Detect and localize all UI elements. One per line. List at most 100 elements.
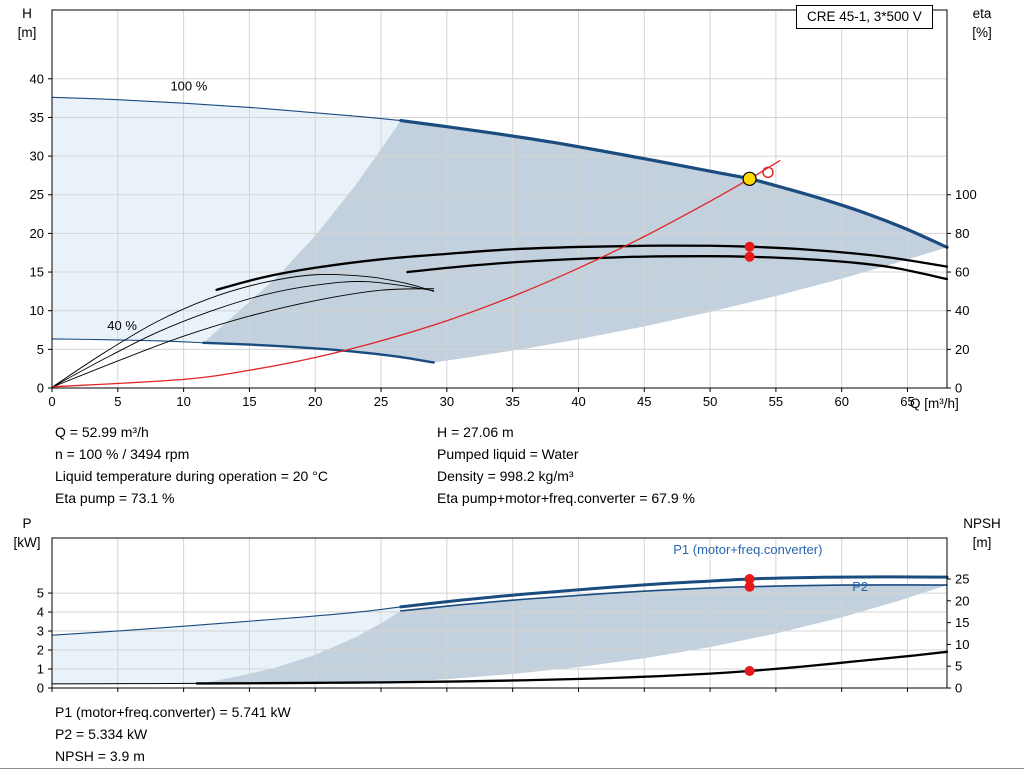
bottom-divider — [0, 768, 1024, 769]
qh-left-axis-title: H [m] — [6, 4, 48, 42]
svg-text:30: 30 — [440, 394, 454, 409]
pump-curve-100-thin — [51, 96, 402, 122]
p1-curve-label: P1 (motor+freq.converter) — [673, 542, 822, 557]
svg-text:35: 35 — [505, 394, 519, 409]
info-eta-total: Eta pump+motor+freq.converter = 67.9 % — [437, 490, 695, 506]
npsh-point — [744, 665, 755, 676]
svg-text:10: 10 — [955, 637, 969, 652]
eta-total-curve — [406, 255, 949, 281]
p2-curve-label: P2 — [852, 579, 868, 594]
pump-curve-min-thin — [51, 338, 204, 344]
svg-text:0: 0 — [37, 681, 44, 696]
svg-text:40: 40 — [955, 303, 969, 318]
speed-40-label: 40 % — [107, 318, 137, 333]
speed-100-label: 100 % — [170, 78, 207, 93]
info-liquid-temperature: Liquid temperature during operation = 20… — [55, 468, 328, 484]
svg-text:25: 25 — [374, 394, 388, 409]
duty-info-left-column: Q = 52.99 m³/h n = 100 % / 3494 rpm Liqu… — [55, 421, 328, 509]
p2-point — [744, 581, 755, 592]
low-speed-region — [52, 97, 401, 343]
p1-curve — [399, 575, 949, 609]
p2-curve — [399, 584, 948, 612]
svg-text:50: 50 — [703, 394, 717, 409]
svg-text:100: 100 — [955, 187, 977, 202]
svg-text:0: 0 — [48, 394, 55, 409]
svg-text:2: 2 — [37, 643, 44, 658]
power-npsh-chart: 0 1 2 3 4 5 0 5 10 15 20 25 P1 (motor+freq.converter… — [37, 537, 970, 696]
svg-text:15: 15 — [955, 615, 969, 630]
svg-text:30: 30 — [30, 149, 44, 164]
pump-name-box: CRE 45-1, 3*500 V — [796, 5, 933, 29]
svg-text:25: 25 — [955, 571, 969, 586]
info-eta-pump: Eta pump = 73.1 % — [55, 490, 175, 506]
svg-text:45: 45 — [637, 394, 651, 409]
svg-text:5: 5 — [114, 394, 121, 409]
qh-right-axis-symbol: eta — [972, 6, 992, 21]
power-envelope — [203, 584, 947, 684]
info-speed: n = 100 % / 3494 rpm — [55, 446, 190, 462]
svg-text:15: 15 — [30, 265, 44, 280]
power-low-speed-region — [52, 606, 401, 685]
qh-x-axis-unit: Q [m³/h] — [910, 396, 959, 411]
svg-text:20: 20 — [308, 394, 322, 409]
info-flow: Q = 52.99 m³/h — [55, 424, 149, 440]
svg-text:60: 60 — [834, 394, 848, 409]
pump-curve-100 — [399, 118, 949, 249]
svg-text:10: 10 — [30, 303, 44, 318]
svg-text:0: 0 — [37, 381, 44, 396]
info-npsh: NPSH = 3.9 m — [55, 748, 145, 764]
power-right-axis-title: NPSH [m] — [952, 514, 1012, 552]
power-info-column: P1 (motor+freq.converter) = 5.741 kW P2 … — [55, 701, 291, 767]
svg-text:10: 10 — [176, 394, 190, 409]
operating-envelope — [203, 120, 947, 363]
power-plot-border — [51, 537, 948, 689]
svg-text:55: 55 — [769, 394, 783, 409]
power-axis-ticks: 0 1 2 3 4 5 0 5 10 15 20 25 — [37, 571, 970, 695]
svg-text:20: 20 — [955, 342, 969, 357]
info-head: H = 27.06 m — [437, 424, 514, 440]
svg-text:40: 40 — [571, 394, 585, 409]
svg-text:80: 80 — [955, 226, 969, 241]
svg-text:20: 20 — [955, 593, 969, 608]
p1-point — [744, 573, 755, 584]
eta-pump-curve — [215, 244, 949, 291]
power-left-axis-symbol: P — [22, 516, 32, 531]
p1-curve-thin — [51, 606, 402, 636]
info-density: Density = 998.2 kg/m³ — [437, 468, 574, 484]
svg-text:3: 3 — [37, 624, 44, 639]
qh-right-axis-unit: [%] — [972, 25, 992, 40]
eta-pump-point — [744, 241, 755, 252]
requested-duty-point — [762, 166, 774, 179]
qh-chart: 0 5 10 15 20 25 30 35 40 45 50 55 60 65 0 5 10 15 20 25 30 35… — [30, 9, 977, 409]
eta-partload-curve-3 — [51, 288, 435, 388]
svg-text:5: 5 — [37, 342, 44, 357]
qh-grid — [52, 10, 947, 388]
qh-left-axis-symbol: H — [22, 6, 32, 21]
system-curve — [51, 160, 781, 388]
svg-text:5: 5 — [955, 659, 962, 674]
qh-left-axis-unit: [m] — [17, 25, 37, 40]
power-right-axis-unit: [m] — [972, 535, 992, 550]
power-left-axis-unit: [kW] — [13, 535, 41, 550]
power-left-axis-title: P [kW] — [6, 514, 48, 552]
svg-text:20: 20 — [30, 226, 44, 241]
svg-text:15: 15 — [242, 394, 256, 409]
svg-text:1: 1 — [37, 662, 44, 677]
info-p1: P1 (motor+freq.converter) = 5.741 kW — [55, 704, 291, 720]
pump-curve-min — [202, 341, 435, 364]
npsh-curve — [195, 650, 949, 685]
eta-partload-curve-1 — [51, 273, 435, 388]
svg-text:65: 65 — [900, 394, 914, 409]
svg-text:0: 0 — [955, 381, 962, 396]
qh-axis-ticks: 0 5 10 15 20 25 30 35 40 45 50 55 60 65 0 5 10 15 20 25 30 35… — [30, 71, 977, 409]
svg-text:35: 35 — [30, 110, 44, 125]
qh-plot-border — [51, 9, 948, 389]
svg-text:25: 25 — [30, 187, 44, 202]
svg-text:5: 5 — [37, 586, 44, 601]
info-pumped-liquid: Pumped liquid = Water — [437, 446, 579, 462]
svg-text:0: 0 — [955, 681, 962, 696]
svg-text:60: 60 — [955, 265, 969, 280]
duty-point — [742, 171, 757, 186]
power-right-axis-symbol: NPSH — [963, 516, 1001, 531]
duty-info-right-column: H = 27.06 m Pumped liquid = Water Densit… — [437, 421, 695, 509]
